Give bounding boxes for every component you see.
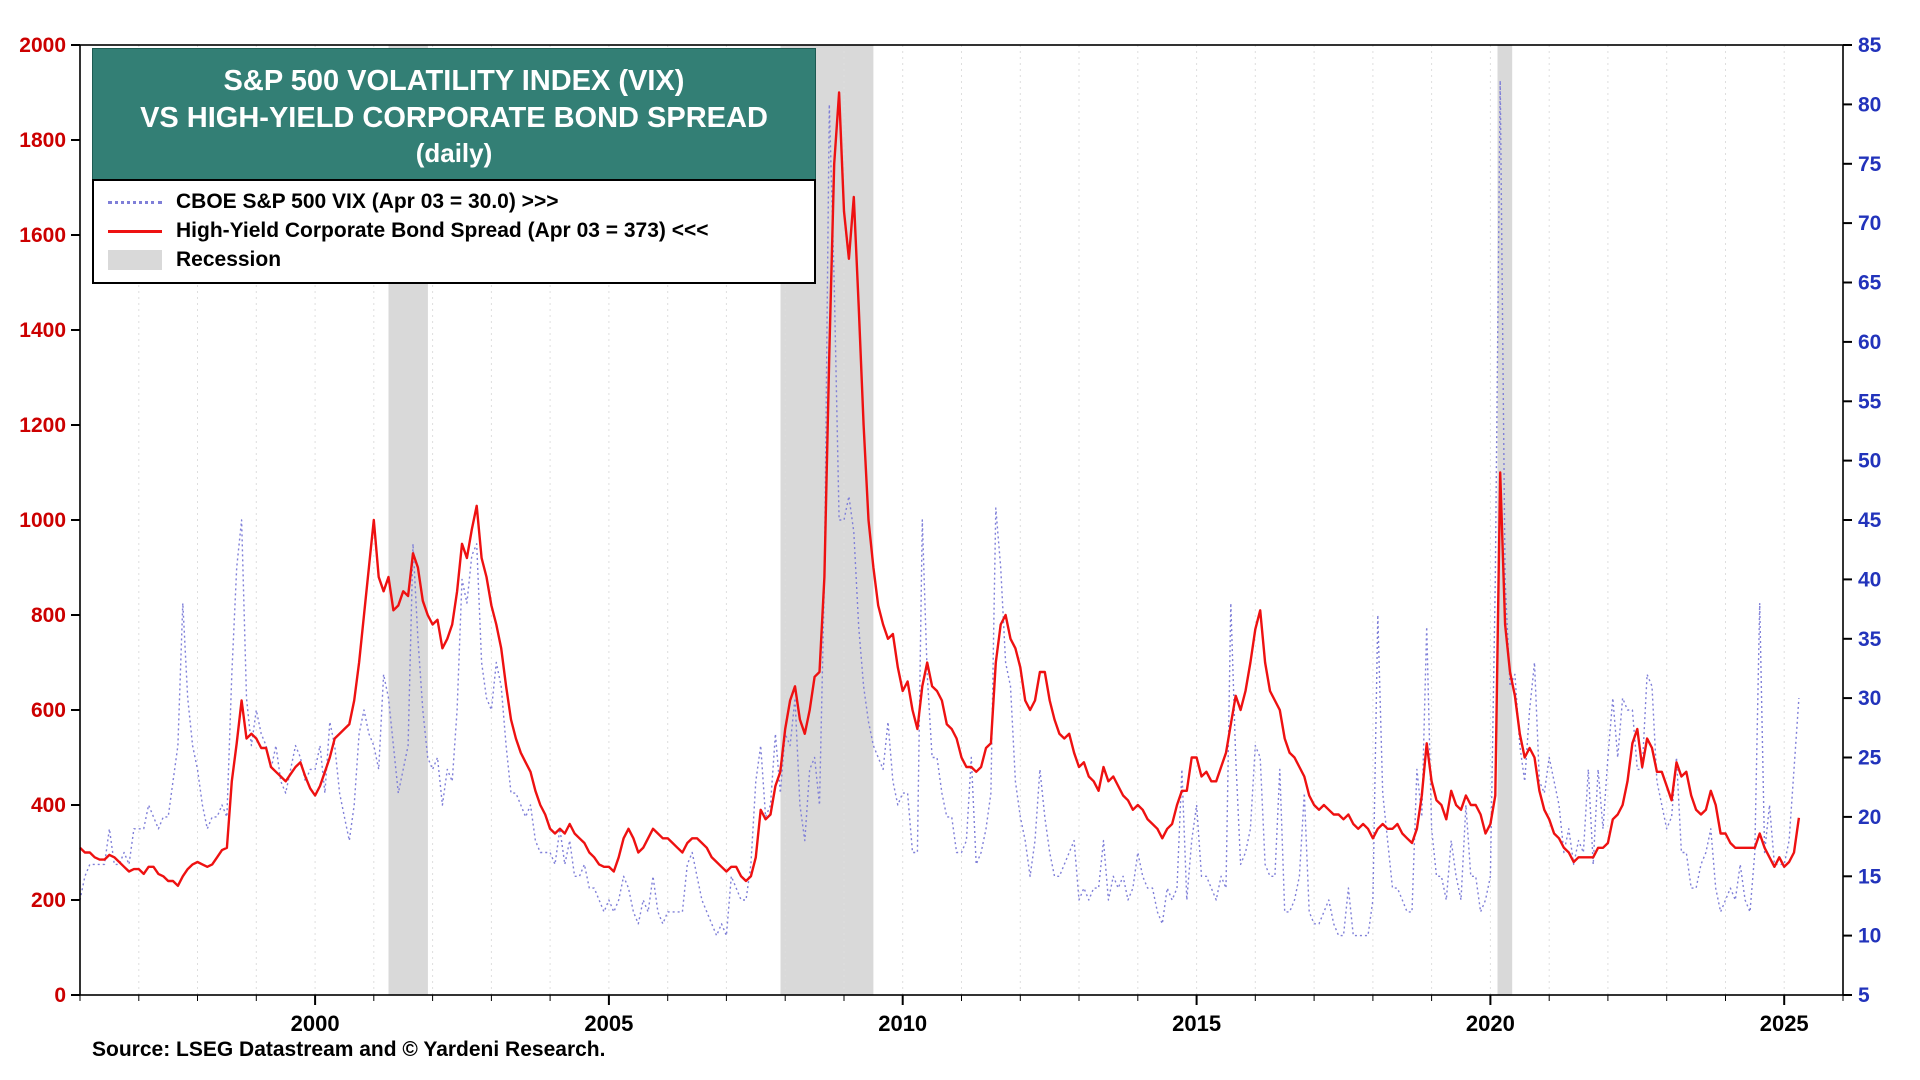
right-axis-tick-label: 10 (1858, 925, 1881, 948)
x-axis-tick-label: 2025 (1760, 1011, 1809, 1036)
left-axis-tick-label: 2000 (19, 34, 66, 57)
vix-dotted-line-swatch (108, 200, 162, 204)
x-axis-tick-label: 2005 (584, 1011, 633, 1036)
left-axis-tick-label: 1200 (19, 414, 66, 437)
right-axis-tick-label: 75 (1858, 153, 1882, 176)
chart-title-line-2: VS HIGH-YIELD CORPORATE BOND SPREAD (140, 102, 768, 134)
right-axis-tick-label: 70 (1858, 212, 1881, 235)
left-axis-tick-label: 1600 (19, 224, 66, 247)
right-axis-tick-label: 25 (1858, 747, 1882, 770)
legend-row-recession: Recession (108, 248, 800, 272)
chart-title-line-3: (daily) (415, 138, 493, 168)
chart-title-box: S&P 500 VOLATILITY INDEX (VIX) VS HIGH-Y… (92, 48, 816, 180)
left-axis-tick-label: 0 (54, 984, 66, 1007)
x-axis-tick-label: 2010 (878, 1011, 927, 1036)
x-axis-tick-label: 2015 (1172, 1011, 1221, 1036)
left-axis-tick-label: 800 (31, 604, 66, 627)
left-axis-tick-label: 600 (31, 699, 66, 722)
left-axis-tick-label: 1000 (19, 509, 66, 532)
right-axis-tick-label: 20 (1858, 806, 1881, 829)
chart-title-line-1: S&P 500 VOLATILITY INDEX (VIX) (223, 65, 685, 97)
right-axis-tick-label: 60 (1858, 331, 1881, 354)
left-axis-tick-label: 1400 (19, 319, 66, 342)
vix-legend-label: CBOE S&P 500 VIX (Apr 03 = 30.0) >>> (176, 190, 559, 213)
right-axis-tick-label: 30 (1858, 687, 1881, 710)
x-axis-tick-label: 2000 (291, 1011, 340, 1036)
left-axis-tick-label: 200 (31, 889, 66, 912)
right-axis-tick-label: 55 (1858, 390, 1882, 413)
right-axis-tick-label: 50 (1858, 450, 1881, 473)
right-axis-tick-label: 65 (1858, 272, 1882, 295)
right-axis-tick-label: 80 (1858, 93, 1881, 116)
spread-solid-line-swatch (108, 229, 162, 233)
right-axis-tick-label: 85 (1858, 34, 1882, 57)
source-note: Source: LSEG Datastream and © Yardeni Re… (92, 1038, 606, 1061)
recession-legend-label: Recession (176, 248, 282, 271)
right-axis-tick-label: 40 (1858, 568, 1881, 591)
legend-box: CBOE S&P 500 VIX (Apr 03 = 30.0) >>> Hig… (92, 179, 816, 284)
right-axis-tick-label: 5 (1858, 984, 1870, 1007)
legend-row-vix: CBOE S&P 500 VIX (Apr 03 = 30.0) >>> (108, 190, 800, 214)
left-axis-tick-label: 400 (31, 794, 66, 817)
right-axis-tick-label: 35 (1858, 628, 1882, 651)
legend-row-spread: High-Yield Corporate Bond Spread (Apr 03… (108, 219, 800, 243)
right-axis-tick-label: 15 (1858, 865, 1882, 888)
spread-legend-label: High-Yield Corporate Bond Spread (Apr 03… (176, 219, 709, 242)
x-axis-tick-label: 2020 (1466, 1011, 1515, 1036)
left-axis-tick-label: 1800 (19, 129, 66, 152)
spread-line (79, 91, 1801, 887)
right-axis-tick-label: 45 (1858, 509, 1882, 532)
recession-shading-swatch (108, 250, 162, 270)
